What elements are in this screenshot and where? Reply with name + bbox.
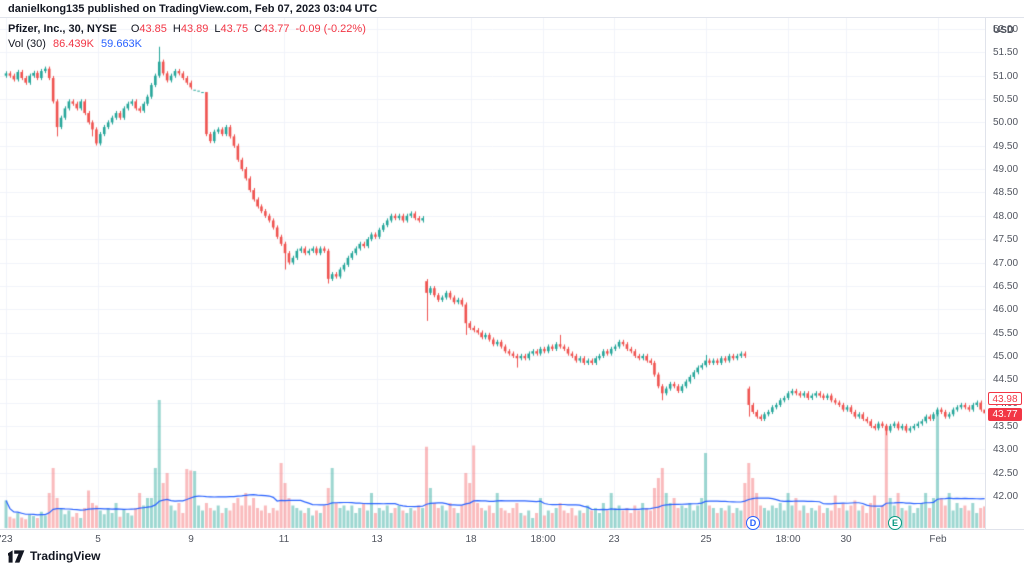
time-tick-label: '23 [0,534,13,545]
price-tick-label: 42.00 [993,491,1019,502]
price-tick-label: 46.50 [993,280,1019,292]
price-tick-label: 50.50 [993,94,1019,106]
price-tick-label: 44.50 [993,374,1019,386]
price-tick-label: 47.50 [993,234,1019,246]
price-tick-label: 49.50 [993,140,1019,152]
price-tick-label: 43.50 [993,420,1019,432]
currency-label: USD [993,25,1015,36]
last-price-label: 43.77 [988,408,1022,422]
publish-header: danielkong135 published on TradingView.c… [8,3,378,15]
time-axis[interactable]: '23 5 9 11 13 18 18:00 23 25 18:00 30 Feb [0,529,1024,548]
time-tick-label: 9 [188,534,194,545]
chart-area: Pfizer, Inc., 30, NYSE O43.85 H43.89 L43.75… [0,17,1024,548]
candlestick-volume-canvas[interactable] [0,18,985,547]
price-tick-label: 45.50 [993,327,1019,339]
low-label: L [214,23,221,35]
event-marker-E[interactable]: E [888,516,902,530]
tradingview-logo-icon [8,549,25,563]
time-tick-label: 18:00 [775,534,801,545]
open-label: O [130,23,140,35]
high-label: H [172,23,181,35]
secondary-price-label: 43.98 [988,391,1022,405]
price-tick-label: 47.00 [993,257,1019,269]
footer-bar: TradingView [0,546,1024,566]
close-value: 43.77 [262,23,290,35]
time-tick-label: 23 [608,534,620,545]
price-tick-label: 52.00 [993,24,1019,35]
legend-ohlc-row: Pfizer, Inc., 30, NYSE O43.85 H43.89 L43.75… [8,23,366,35]
price-tick-label: 46.00 [993,304,1019,316]
tradingview-brand-link[interactable]: TradingView [8,549,100,563]
event-marker-D[interactable]: D [746,516,760,530]
time-tick-label: 18:00 [530,534,556,545]
price-tick-label: 43.00 [993,444,1019,456]
price-tick-label: 51.50 [993,47,1019,59]
low-value: 43.75 [220,23,249,35]
price-tick-label: 48.00 [993,210,1019,222]
time-tick-label: 18 [465,534,477,545]
time-tick-label: 25 [700,534,712,545]
price-tick-label: 48.50 [993,187,1019,199]
time-tick-label: Feb [929,534,947,545]
symbol-title: Pfizer, Inc., 30, NYSE [8,23,117,35]
high-value: 43.89 [180,23,209,35]
time-tick-label: 5 [95,534,101,545]
price-tick-label: 42.50 [993,467,1019,479]
price-plot-pane[interactable]: Pfizer, Inc., 30, NYSE O43.85 H43.89 L43.75… [0,18,985,547]
time-tick-label: 13 [371,534,383,545]
volume-value: 86.439K [52,38,94,50]
close-label: C [254,23,263,35]
tradingview-brand-text: TradingView [30,549,101,563]
price-tick-label: 50.00 [993,117,1019,129]
volume-ma-value: 59.663K [101,38,143,50]
open-value: 43.85 [139,23,167,35]
change-value: -0.09 (-0.22%) [295,23,366,35]
volume-label: Vol (30) [8,38,46,50]
chart-legend: Pfizer, Inc., 30, NYSE O43.85 H43.89 L43.75… [8,23,366,53]
price-tick-label: 49.00 [993,164,1019,176]
price-tick-label: 45.00 [993,350,1019,362]
legend-volume-row: Vol (30) 86.439K 59.663K [8,38,366,50]
price-tick-label: 51.00 [993,70,1019,82]
time-tick-label: 11 [278,534,290,545]
time-tick-label: 30 [840,534,852,545]
price-axis[interactable]: USD 52.00 51.50 51.00 50.50 50.00 49.50 49.00 4… [985,18,1024,529]
